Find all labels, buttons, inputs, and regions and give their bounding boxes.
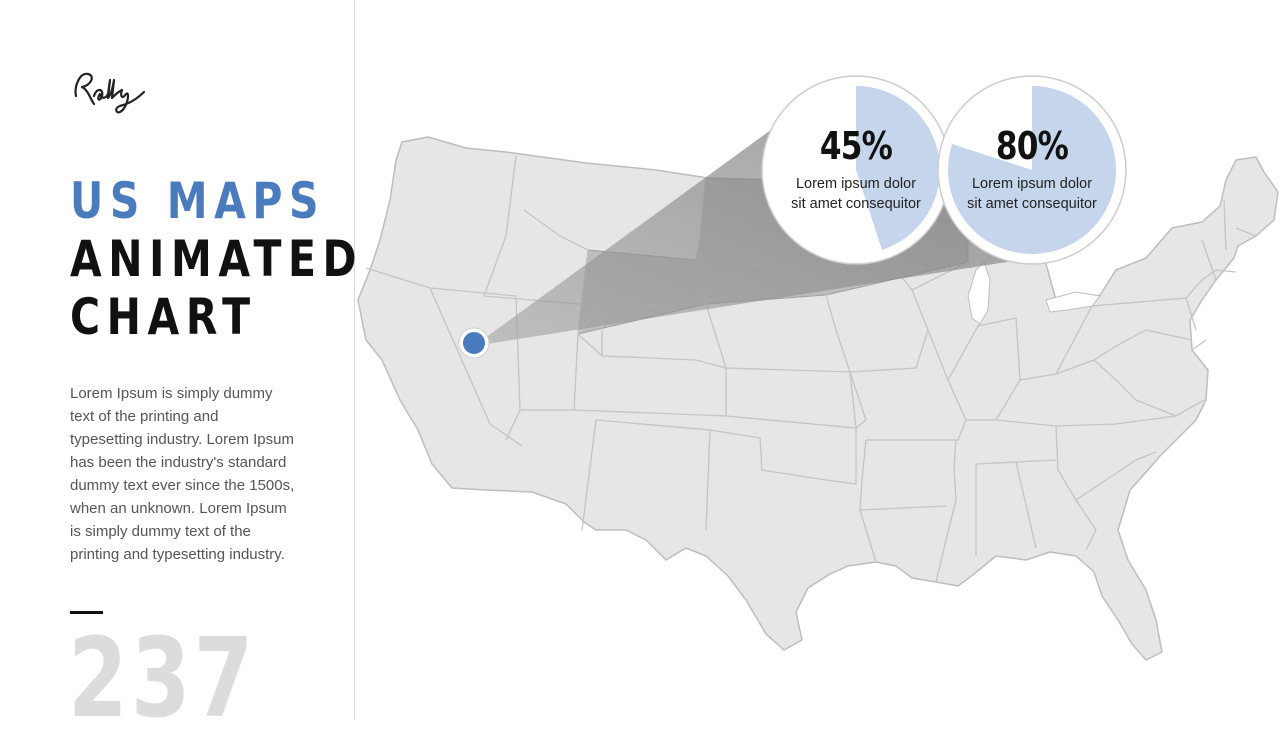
stat-pie-2	[947, 86, 1116, 254]
stat-block-1: 45% Lorem ipsum dolor sit amet consequit…	[771, 124, 941, 214]
stat-circle-1	[761, 75, 951, 265]
stat-value-2: 80%	[995, 124, 1069, 168]
rally-logo	[74, 72, 146, 114]
page-number: 237	[68, 614, 257, 742]
stat-block-2: 80% Lorem ipsum dolor sit amet consequit…	[947, 124, 1117, 214]
map-area: 45% Lorem ipsum dolor sit amet consequit…	[356, 0, 1280, 720]
title-line-2: ANIMATED	[70, 230, 364, 288]
nevada-marker-ring	[458, 327, 490, 359]
body-paragraph: Lorem Ipsum is simply dummy text of the …	[70, 385, 295, 563]
stat-label-2a: Lorem ipsum dolor	[971, 176, 1093, 192]
stat-label-1b: sit amet consequitor	[791, 196, 921, 212]
page-title: US MAPS ANIMATED CHART	[70, 172, 363, 346]
stat-pie-1	[856, 86, 941, 250]
left-panel: US MAPS ANIMATED CHART Lorem Ipsum is si…	[0, 0, 357, 738]
highlight-beam	[474, 116, 1032, 346]
us-map-svg	[357, 75, 1279, 661]
nevada-marker[interactable]	[459, 328, 489, 358]
stat-circle-2	[937, 75, 1127, 265]
title-line-1: US MAPS	[70, 172, 326, 230]
stat-label-2b: sit amet consequitor	[967, 196, 1097, 212]
stat-value-1: 45%	[819, 124, 893, 168]
title-line-3: CHART	[70, 288, 257, 346]
divider-dash	[70, 611, 103, 614]
stat-label-1a: Lorem ipsum dolor	[795, 176, 917, 192]
